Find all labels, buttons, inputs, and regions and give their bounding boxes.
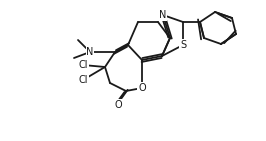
Text: N: N (86, 47, 94, 57)
Text: O: O (138, 83, 146, 93)
Text: Cl: Cl (78, 60, 88, 70)
Text: O: O (114, 100, 122, 110)
Text: Cl: Cl (78, 75, 88, 85)
Text: S: S (180, 40, 186, 50)
Text: N: N (159, 10, 167, 20)
